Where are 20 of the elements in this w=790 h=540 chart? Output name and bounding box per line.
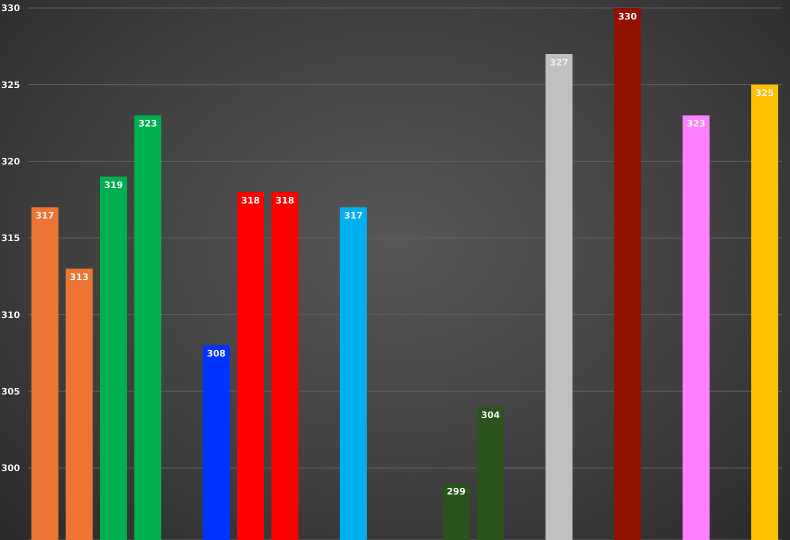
y-tick-label: 320	[1, 158, 20, 168]
data-label: 304	[481, 411, 500, 422]
y-tick-label: 310	[1, 310, 20, 321]
data-label: 318	[275, 196, 294, 206]
y-tick-label: 300	[1, 464, 20, 474]
data-label: 319	[104, 181, 123, 192]
y-tick-label: 315	[1, 234, 20, 244]
data-label: 317	[344, 212, 363, 222]
data-label: 325	[755, 89, 774, 100]
data-label: 323	[686, 120, 706, 130]
y-tick-label: 330	[1, 4, 20, 14]
data-label: 299	[446, 488, 466, 498]
data-label: 308	[206, 350, 226, 360]
data-label: 323	[138, 120, 158, 130]
data-label: 318	[241, 196, 260, 206]
y-tick-label: 305	[1, 387, 20, 398]
data-label: 313	[70, 273, 89, 284]
data-label: 317	[36, 212, 54, 222]
y-tick-label: 325	[1, 80, 20, 91]
data-label: 330	[618, 12, 637, 22]
